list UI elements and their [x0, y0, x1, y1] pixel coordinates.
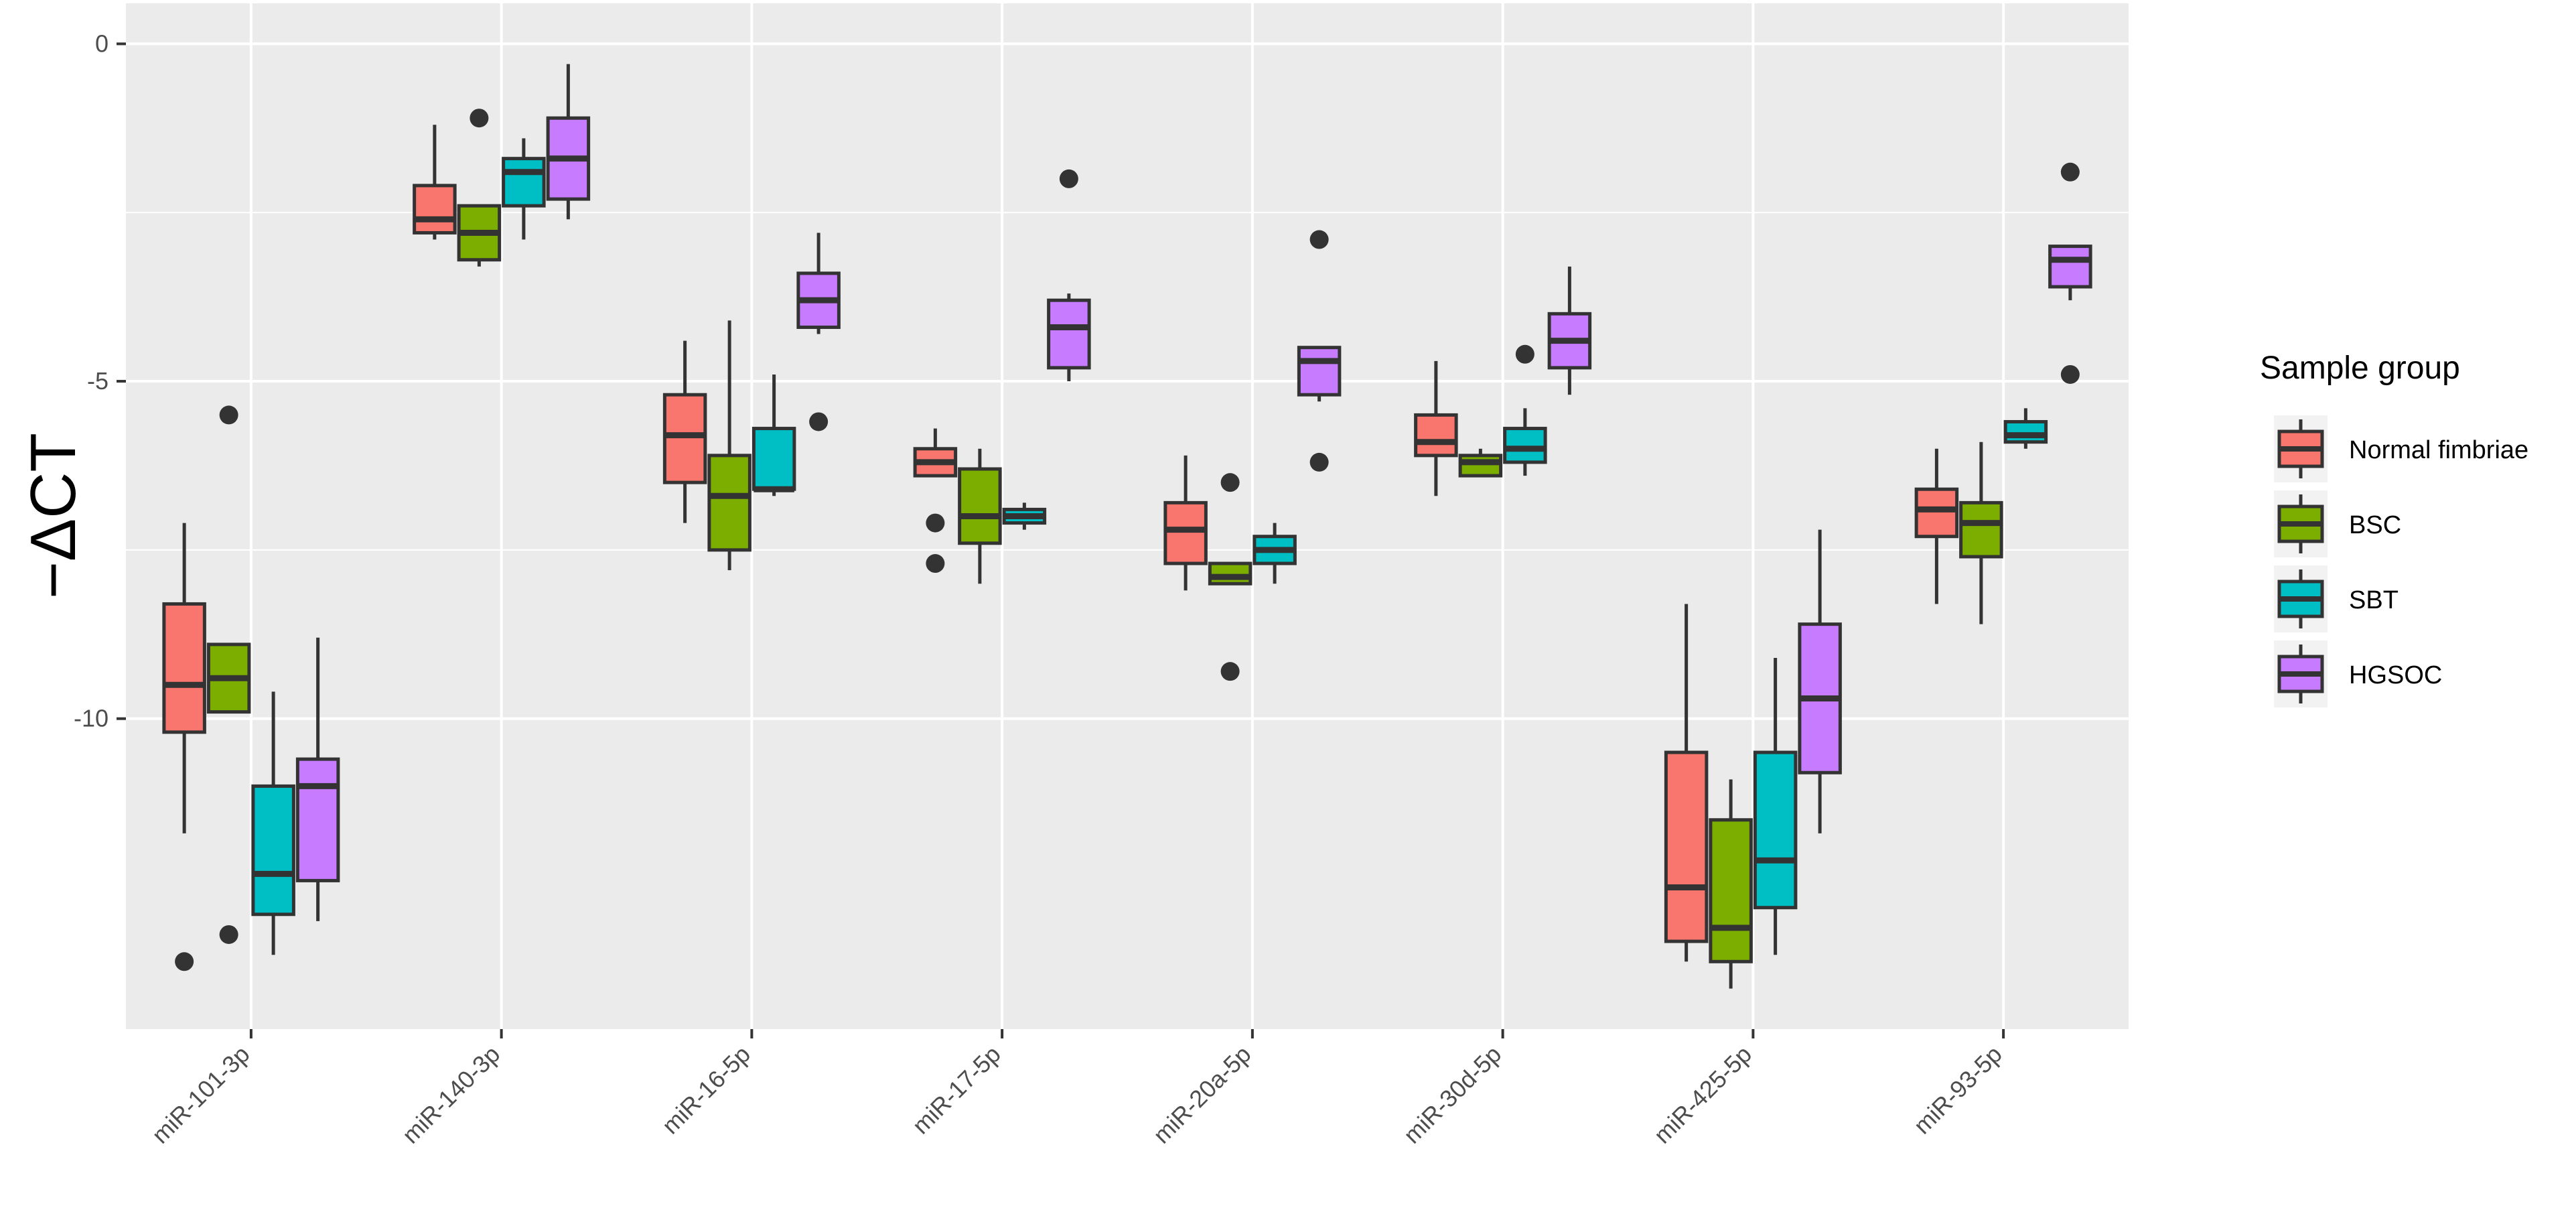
outlier-point: [2060, 364, 2080, 384]
legend-label: SBT: [2349, 586, 2399, 614]
box-miR-17-5p-hgsoc: [1047, 169, 1091, 382]
major-gridlines: [126, 3, 2129, 1029]
box-iqr: [958, 467, 1002, 545]
outlier-point: [2060, 162, 2080, 182]
box-miR-140-3p-sbt: [502, 138, 546, 240]
x-tick-label: miR-30d-5p: [1398, 1040, 1506, 1149]
outlier-point: [175, 952, 194, 971]
x-tick-label: miR-140-3p: [397, 1040, 505, 1149]
boxes-layer: [162, 64, 2092, 989]
legend-label: BSC: [2349, 511, 2401, 539]
box-miR-140-3p-hgsoc: [546, 64, 591, 220]
box-iqr: [502, 157, 546, 208]
x-tick-label: miR-101-3p: [147, 1040, 255, 1149]
box-miR-140-3p-normal-fimbriae: [413, 125, 457, 240]
outlier-point: [219, 925, 238, 944]
box-miR-30d-5p-hgsoc: [1547, 266, 1592, 395]
box-iqr: [1503, 427, 1547, 464]
box-miR-93-5p-sbt: [2003, 408, 2048, 449]
box-miR-30d-5p-normal-fimbriae: [1414, 360, 1458, 496]
outlier-point: [1309, 452, 1329, 472]
box-iqr: [1914, 487, 1959, 539]
box-miR-30d-5p-bsc: [1458, 448, 1503, 478]
box-iqr: [1047, 298, 1091, 370]
outlier-point: [926, 513, 945, 533]
legend-title: Sample group: [2260, 350, 2460, 386]
box-miR-425-5p-bsc: [1709, 779, 1753, 989]
box-iqr: [251, 784, 295, 917]
box-miR-17-5p-sbt: [1002, 502, 1047, 530]
box-miR-16-5p-hgsoc: [796, 232, 841, 431]
box-miR-425-5p-hgsoc: [1798, 529, 1842, 833]
box-miR-140-3p-bsc: [457, 109, 502, 267]
box-iqr: [707, 454, 752, 552]
box-miR-101-3p-sbt: [251, 691, 295, 955]
y-axis-label: −ΔCT: [17, 433, 89, 599]
outlier-point: [1515, 344, 1534, 364]
box-iqr: [1414, 413, 1458, 458]
box-miR-93-5p-normal-fimbriae: [1914, 448, 1959, 604]
outlier-point: [926, 554, 945, 573]
outlier-point: [1220, 662, 1240, 681]
box-iqr: [1208, 561, 1253, 586]
legend-item-hgsoc: HGSOC: [2274, 640, 2442, 707]
outlier-point: [219, 405, 238, 425]
y-tick-label: -10: [74, 705, 109, 732]
plot-panel: [126, 3, 2129, 1029]
legend-item-bsc: BSC: [2274, 490, 2401, 557]
box-iqr: [1959, 500, 2003, 559]
box-miR-425-5p-normal-fimbriae: [1664, 604, 1709, 962]
x-tick-label: miR-425-5p: [1648, 1040, 1757, 1149]
x-axis: miR-101-3p miR-140-3p miR-16-5p miR-17-5p mi…: [147, 1029, 2007, 1149]
box-miR-101-3p-bsc: [206, 405, 251, 944]
box-iqr: [2003, 419, 2048, 444]
box-miR-425-5p-sbt: [1753, 658, 1798, 955]
x-tick-label: miR-16-5p: [656, 1040, 756, 1140]
legend-item-sbt: SBT: [2274, 565, 2399, 632]
box-miR-16-5p-sbt: [752, 374, 796, 496]
outlier-point: [1309, 230, 1329, 249]
box-miR-20a-5p-sbt: [1253, 523, 1297, 584]
box-miR-101-3p-hgsoc: [295, 637, 340, 921]
legend-items: Normal fimbriae BSC SBT HGSOC: [2274, 415, 2528, 707]
box-iqr: [2048, 245, 2092, 289]
box-miR-30d-5p-sbt: [1503, 344, 1547, 476]
box-miR-16-5p-normal-fimbriae: [662, 340, 707, 523]
box-iqr: [413, 184, 457, 234]
box-miR-17-5p-normal-fimbriae: [913, 428, 958, 573]
box-iqr: [1664, 750, 1709, 943]
box-iqr: [1753, 750, 1798, 910]
legend-label: Normal fimbriae: [2349, 436, 2528, 464]
legend-item-normal-fimbriae: Normal fimbriae: [2274, 415, 2528, 482]
box-miR-20a-5p-normal-fimbriae: [1163, 455, 1208, 591]
box-iqr: [1458, 454, 1503, 478]
y-tick-label: 0: [95, 29, 109, 57]
legend: Sample group Normal fimbriae BSC SBT HGSOC: [2260, 350, 2528, 707]
box-iqr: [1709, 818, 1753, 963]
box-miR-16-5p-bsc: [707, 320, 752, 571]
box-miR-101-3p-normal-fimbriae: [162, 523, 206, 971]
box-iqr: [752, 427, 796, 491]
y-axis: 0 -5 -10: [74, 29, 126, 732]
box-iqr: [162, 602, 206, 734]
legend-label: HGSOC: [2349, 661, 2442, 689]
x-tick-label: miR-20a-5p: [1148, 1040, 1257, 1149]
box-miR-17-5p-bsc: [958, 448, 1002, 584]
box-iqr: [1297, 346, 1342, 397]
box-iqr: [662, 393, 707, 484]
box-miR-20a-5p-hgsoc: [1297, 230, 1342, 472]
outlier-point: [1220, 473, 1240, 492]
x-tick-label: miR-93-5p: [1908, 1040, 2007, 1140]
box-miR-93-5p-hgsoc: [2048, 162, 2092, 384]
box-miR-93-5p-bsc: [1959, 442, 2003, 624]
box-iqr: [1163, 500, 1208, 565]
outlier-point: [809, 412, 829, 431]
x-tick-label: miR-17-5p: [907, 1040, 1006, 1140]
outlier-point: [1059, 169, 1078, 188]
box-miR-20a-5p-bsc: [1208, 473, 1253, 681]
y-tick-label: -5: [87, 367, 109, 395]
box-iqr: [295, 757, 340, 882]
outlier-point: [470, 109, 489, 128]
